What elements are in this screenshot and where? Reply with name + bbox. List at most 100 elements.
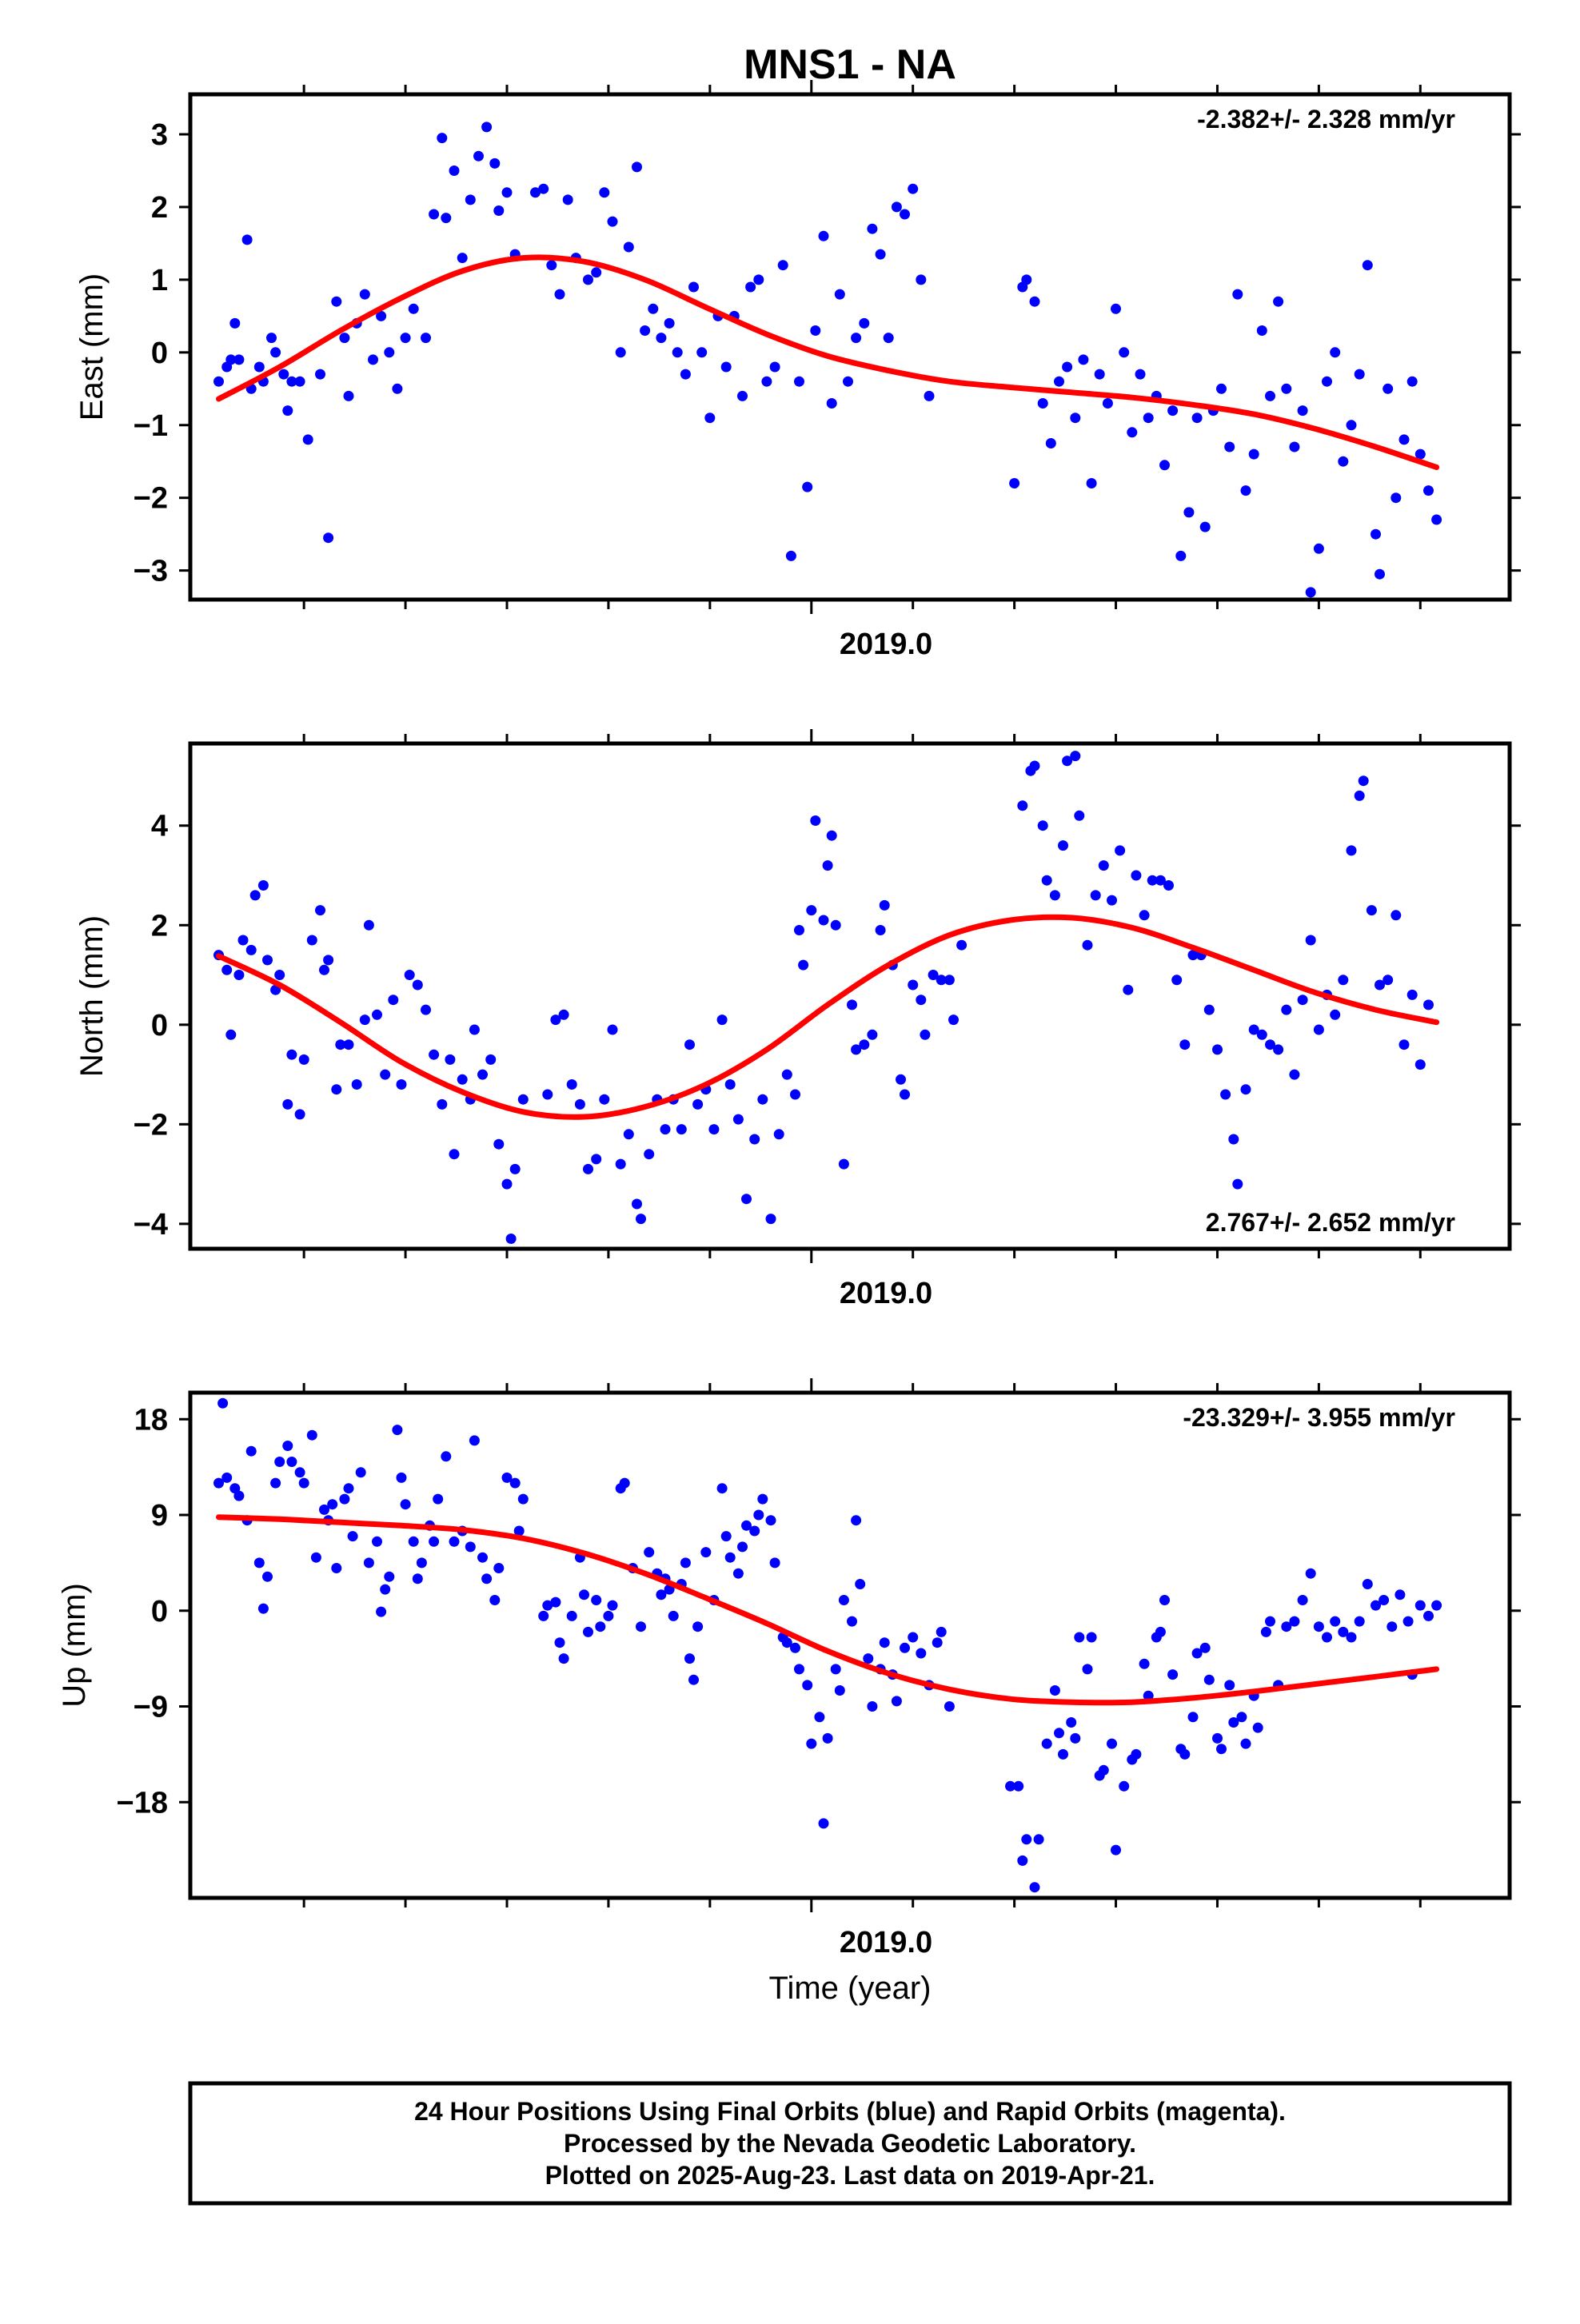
up-data-point [1423,1610,1434,1621]
north-data-point [583,1163,593,1174]
east-data-point [1232,289,1243,300]
north-data-point [1220,1089,1231,1100]
east-data-point [266,333,277,344]
up-data-point [1346,1632,1357,1643]
up-data-point [814,1712,825,1723]
chart-title: MNS1 - NA [744,42,956,88]
up-data-point [1394,1589,1406,1600]
east-data-point [843,376,853,387]
north-data-point [1289,1069,1300,1080]
east-data-point [623,241,634,253]
east-data-point [900,209,910,220]
up-data-point [1139,1658,1150,1669]
footer-line-1: 24 Hour Positions Using Final Orbits (bl… [414,2097,1286,2126]
north-data-point [879,899,890,911]
north-data-point [830,919,841,931]
up-data-point [757,1493,768,1505]
up-data-point [1005,1780,1015,1792]
up-data-point [579,1589,589,1600]
east-data-point [1086,478,1097,488]
east-data-point [1029,296,1040,307]
north-data-point [421,1004,431,1015]
east-data-point [213,376,224,387]
north-data-point [1049,890,1060,901]
east-data-point [1135,369,1146,380]
up-data-point [891,1696,902,1707]
north-data-point [1240,1084,1251,1095]
east-data-point [493,205,505,216]
up-data-point [834,1685,845,1696]
north-data-point [1297,995,1308,1006]
east-data-point [794,376,804,387]
up-data-point [1379,1595,1390,1605]
up-data-point [1236,1712,1247,1723]
up-ytick-label: −9 [134,1691,168,1724]
up-data-point [1212,1732,1223,1744]
up-data-point [1131,1748,1142,1760]
east-y-axis-label: East (mm) [74,273,110,421]
up-data-point [408,1536,419,1547]
east-data-point [664,317,675,329]
up-data-point [1289,1616,1300,1627]
east-data-point [270,347,281,358]
north-data-point [741,1194,752,1205]
east-data-point [408,303,419,314]
up-data-point [1013,1780,1024,1792]
north-data-point [1131,870,1142,881]
north-data-point [1305,935,1316,946]
east-data-point [554,289,565,300]
east-data-point [1037,398,1048,409]
north-data-point [1232,1178,1243,1190]
north-data-point [826,830,837,841]
east-data-point [1273,296,1284,307]
east-data-point [1371,528,1381,540]
east-data-point [591,267,602,278]
east-data-point [1078,354,1089,365]
north-data-point [676,1124,687,1135]
east-data-point [400,333,411,344]
north-data-point [396,1079,407,1090]
north-data-point [724,1079,736,1090]
up-data-point [737,1541,748,1553]
up-data-point [932,1637,943,1648]
up-data-point [1179,1748,1191,1760]
east-data-point [1127,427,1138,438]
north-data-point [781,1069,792,1080]
up-data-point [1074,1632,1085,1643]
up-panel: 18 9 0 −9 −18 Up (mm) -23.329+/- 3.955 mm/yr [57,1378,1521,1912]
east-data-point [851,333,862,344]
up-data-point [319,1504,329,1515]
up-data-point [1240,1738,1251,1749]
up-data-point [916,1648,927,1659]
east-data-point [1111,303,1121,314]
north-data-point [1155,875,1166,886]
east-data-point [1330,347,1341,358]
up-data-point [477,1552,488,1563]
north-data-point [359,1015,370,1026]
north-data-point [262,955,273,966]
up-data-point [1066,1717,1077,1728]
up-data-point [680,1557,691,1569]
north-data-point [684,1039,695,1050]
north-data-point [790,1089,800,1100]
up-data-point [253,1557,265,1569]
up-data-point [867,1701,878,1712]
north-data-point [437,1098,448,1110]
up-data-point [855,1579,866,1589]
east-data-point [1143,413,1154,424]
east-data-point [315,369,325,380]
north-data-point [1390,910,1402,921]
east-data-point [546,260,557,271]
east-data-point [1102,398,1113,409]
east-data-point [1224,441,1235,452]
up-data-point [433,1493,444,1505]
east-data-point [648,303,659,314]
east-data-point [1256,325,1267,336]
up-data-point [396,1472,407,1483]
north-y-axis-label: North (mm) [74,915,110,1077]
up-data-point [1252,1722,1263,1733]
east-data-point [1070,413,1081,424]
north-data-point [716,1015,728,1026]
east-data-point [1199,521,1211,532]
north-data-point [1248,1024,1259,1035]
